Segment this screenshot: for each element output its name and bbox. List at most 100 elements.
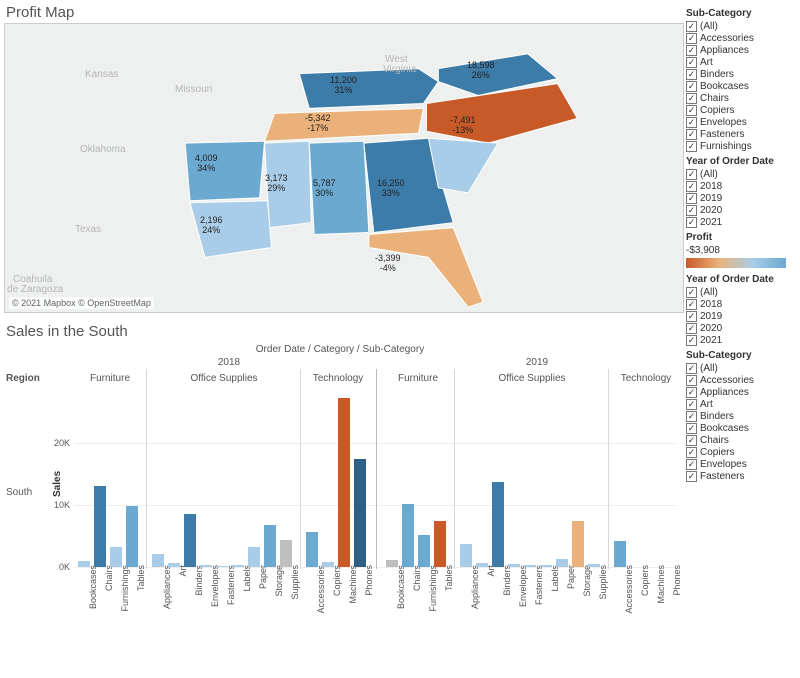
x-tick-label: Bookcases [88, 565, 98, 655]
checkbox-icon[interactable]: ✓ [686, 21, 697, 32]
filter-item[interactable]: ✓Envelopes [686, 459, 794, 470]
checkbox-icon[interactable]: ✓ [686, 181, 697, 192]
checkbox-icon[interactable]: ✓ [686, 435, 697, 446]
filter-item[interactable]: ✓Accessories [686, 375, 794, 386]
filter-item[interactable]: ✓Chairs [686, 93, 794, 104]
checkbox-icon[interactable]: ✓ [686, 387, 697, 398]
state-southcarolina[interactable] [428, 138, 498, 193]
checkbox-icon[interactable]: ✓ [686, 205, 697, 216]
filter-item[interactable]: ✓Binders [686, 411, 794, 422]
checkbox-icon[interactable]: ✓ [686, 299, 697, 310]
checkbox-icon[interactable]: ✓ [686, 45, 697, 56]
bar[interactable] [434, 521, 446, 567]
filter-label: Art [700, 399, 713, 410]
filter-item[interactable]: ✓Fasteners [686, 129, 794, 140]
checkbox-icon[interactable]: ✓ [686, 141, 697, 152]
bar[interactable] [460, 544, 472, 567]
checkbox-icon[interactable]: ✓ [686, 423, 697, 434]
bg-state-label: Kansas [85, 69, 118, 80]
bar[interactable] [306, 532, 318, 567]
x-tick-label: Envelopes [518, 565, 528, 655]
filter-item[interactable]: ✓Appliances [686, 387, 794, 398]
checkbox-icon[interactable]: ✓ [686, 287, 697, 298]
state-value-label: -3,399-4% [375, 254, 401, 274]
filter-label: Binders [700, 69, 734, 80]
checkbox-icon[interactable]: ✓ [686, 311, 697, 322]
filter-item[interactable]: ✓Art [686, 57, 794, 68]
filter-item[interactable]: ✓Copiers [686, 105, 794, 116]
checkbox-icon[interactable]: ✓ [686, 335, 697, 346]
checkbox-icon[interactable]: ✓ [686, 217, 697, 228]
checkbox-icon[interactable]: ✓ [686, 93, 697, 104]
state-tennessee[interactable] [265, 108, 424, 141]
bar[interactable] [126, 506, 138, 567]
filter-item[interactable]: ✓Bookcases [686, 423, 794, 434]
bar[interactable] [94, 486, 106, 567]
filter-item[interactable]: ✓2018 [686, 299, 794, 310]
axis-title: Order Date / Category / Sub-Category [4, 342, 676, 357]
category-label: Office Supplies [460, 373, 604, 384]
filter-label: Fasteners [700, 471, 744, 482]
category-separator [146, 369, 147, 569]
filter-label: Bookcases [700, 423, 749, 434]
filter-item[interactable]: ✓Chairs [686, 435, 794, 446]
filter-item[interactable]: ✓2019 [686, 193, 794, 204]
category-label: Office Supplies [152, 373, 296, 384]
filter-item[interactable]: ✓Binders [686, 69, 794, 80]
filter-item[interactable]: ✓(All) [686, 287, 794, 298]
checkbox-icon[interactable]: ✓ [686, 129, 697, 140]
filter-item[interactable]: ✓Bookcases [686, 81, 794, 92]
filter-item[interactable]: ✓2020 [686, 323, 794, 334]
checkbox-icon[interactable]: ✓ [686, 411, 697, 422]
filter-item[interactable]: ✓Envelopes [686, 117, 794, 128]
x-tick-label: Bookcases [396, 565, 406, 655]
filter-item[interactable]: ✓Copiers [686, 447, 794, 458]
bar[interactable] [492, 482, 504, 567]
checkbox-icon[interactable]: ✓ [686, 375, 697, 386]
bar[interactable] [264, 525, 276, 567]
checkbox-icon[interactable]: ✓ [686, 117, 697, 128]
checkbox-icon[interactable]: ✓ [686, 169, 697, 180]
bar[interactable] [572, 521, 584, 568]
filter-label: 2021 [700, 335, 722, 346]
checkbox-icon[interactable]: ✓ [686, 69, 697, 80]
checkbox-icon[interactable]: ✓ [686, 399, 697, 410]
checkbox-icon[interactable]: ✓ [686, 81, 697, 92]
profit-map[interactable]: © 2021 Mapbox © OpenStreetMap KansasMiss… [4, 23, 684, 313]
checkbox-icon[interactable]: ✓ [686, 105, 697, 116]
filter-item[interactable]: ✓(All) [686, 363, 794, 374]
filter-item[interactable]: ✓2021 [686, 335, 794, 346]
profit-color-legend[interactable] [686, 258, 786, 268]
checkbox-icon[interactable]: ✓ [686, 459, 697, 470]
checkbox-icon[interactable]: ✓ [686, 193, 697, 204]
checkbox-icon[interactable]: ✓ [686, 323, 697, 334]
filter-item[interactable]: ✓2021 [686, 217, 794, 228]
sales-bar-chart[interactable]: Region South Sales 0K10K20KBookcasesChai… [4, 357, 676, 667]
filter-item[interactable]: ✓Accessories [686, 33, 794, 44]
bar[interactable] [418, 535, 430, 567]
checkbox-icon[interactable]: ✓ [686, 33, 697, 44]
bar[interactable] [184, 514, 196, 567]
bar[interactable] [614, 541, 626, 567]
bg-state-label: Oklahoma [80, 144, 126, 155]
bar[interactable] [402, 504, 414, 567]
bar[interactable] [354, 459, 366, 568]
filter-item[interactable]: ✓Furnishings [686, 141, 794, 152]
filter-item[interactable]: ✓2018 [686, 181, 794, 192]
filter-item[interactable]: ✓(All) [686, 169, 794, 180]
filter-label: Appliances [700, 45, 749, 56]
x-tick-label: Furnishings [120, 565, 130, 655]
bar[interactable] [280, 540, 292, 567]
checkbox-icon[interactable]: ✓ [686, 447, 697, 458]
filter-title-year2: Year of Order Date [686, 274, 794, 285]
filter-item[interactable]: ✓Appliances [686, 45, 794, 56]
filter-item[interactable]: ✓(All) [686, 21, 794, 32]
filter-item[interactable]: ✓2019 [686, 311, 794, 322]
bar[interactable] [338, 398, 350, 567]
state-kentucky[interactable] [299, 69, 438, 109]
filter-item[interactable]: ✓Fasteners [686, 471, 794, 482]
checkbox-icon[interactable]: ✓ [686, 57, 697, 68]
filter-item[interactable]: ✓Art [686, 399, 794, 410]
filter-item[interactable]: ✓2020 [686, 205, 794, 216]
checkbox-icon[interactable]: ✓ [686, 471, 697, 482]
